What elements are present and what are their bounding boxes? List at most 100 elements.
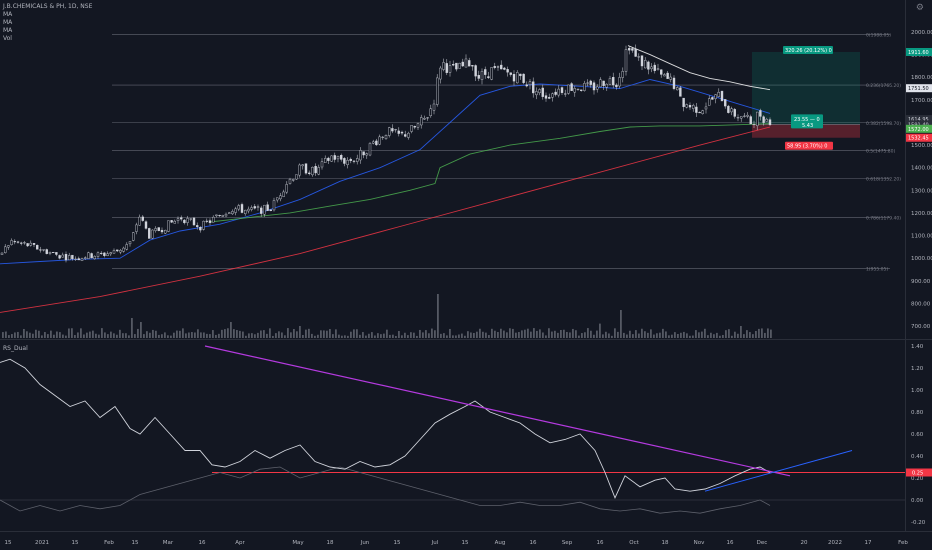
volume-bar [707,335,709,338]
legend-ma-2[interactable]: MA [3,19,13,26]
settings-icon[interactable]: ⚙ [915,3,924,13]
legend-vol[interactable]: Vol [3,35,12,42]
price-tick-label: 1300.00 [911,188,932,194]
candle-body [215,214,218,217]
candle-body [746,114,749,117]
candle-body [500,64,503,70]
volume-bar [332,334,334,338]
candle-body [176,218,180,221]
volume-bar [749,332,751,338]
volume-bar [371,332,373,338]
volume-bar [251,333,253,338]
volume-bar [725,330,727,338]
candle-body [336,155,340,160]
candle-body [669,76,672,80]
candle-body [743,115,746,117]
volume-bar [188,332,190,338]
candle-body [356,158,359,162]
candle-body [749,116,752,125]
candle-body [756,111,759,126]
candle-body [452,64,455,66]
candle-body [125,244,129,250]
volume-bar [185,333,187,338]
candle-body [298,164,301,176]
volume-bar [545,335,547,338]
volume-bar [683,331,685,338]
volume-bar [356,329,358,338]
candle-body [151,229,154,239]
volume-bar [305,329,307,338]
candle-body [0,252,4,255]
volume-bar [119,329,121,338]
candle-body [138,216,141,226]
volume-bar [353,329,355,338]
candle-body [263,204,266,215]
volume-bar [638,333,640,338]
candle-body [644,60,647,69]
volume-bar [527,328,529,338]
volume-bar [326,330,328,338]
legend-symbol[interactable]: J.B.CHEMICALS & PH, 1D, NSE [3,3,93,10]
candle-body [388,127,391,136]
volume-bar [317,334,319,338]
volume-bar [710,332,712,338]
ma-line-red [0,126,771,313]
volume-bar [434,330,436,338]
candle-body [548,97,551,99]
volume-bar [536,330,538,338]
candle-body [480,71,484,80]
volume-bar [5,331,7,338]
legend-ma-1[interactable]: MA [3,11,13,18]
candle-body [122,247,125,252]
volume-bar [695,330,697,338]
candle-body [509,72,512,75]
legend-ma-3[interactable]: MA [3,27,13,34]
volume-bar [20,335,22,338]
time-tick-label: Dec [757,540,768,546]
profit-zone [752,51,860,125]
candle-body [237,205,241,210]
candle-body [186,218,189,223]
rsi-tick-label: 0.40 [911,454,924,460]
fib-level-label: 0.618(1352.20) [866,177,901,183]
price-tick-label: 1000.00 [911,256,932,262]
volume-bar [110,331,112,338]
volume-bar [194,332,196,338]
volume-bar [668,335,670,338]
candle-body [759,110,762,117]
ratio-label-bg [791,114,823,129]
candle-body [381,136,384,138]
volume-bar [287,328,289,338]
candle-body [292,179,295,181]
volume-bar [602,334,604,338]
candle-body [599,79,602,88]
time-tick-label: Feb [898,540,908,546]
fib-level-label: 0.5(1475.80) [866,149,896,155]
candle-body [624,49,628,72]
candle-body [522,73,525,83]
volume-bar [254,334,256,338]
candle-body [685,104,688,108]
volume-bar [209,334,211,338]
volume-bar [548,328,550,338]
rsi-main-line [0,358,771,499]
volume-bar [617,331,619,338]
candle-body [416,123,420,128]
candle-body [573,88,576,93]
candle-body [576,88,580,91]
volume-bar [41,335,43,338]
volume-bar [206,333,208,338]
volume-bar [632,334,634,338]
volume-bar [626,334,628,338]
volume-bar [245,335,247,338]
volume-bar [197,329,199,338]
rsi-title[interactable]: RS_Dual [3,345,28,352]
candle-body [605,83,608,88]
candle-body [301,164,304,167]
time-tick-label: 15 [5,540,12,546]
volume-bar [152,329,154,338]
volume-bar [728,329,730,338]
candle-body [544,95,548,99]
candle-body [708,98,711,106]
